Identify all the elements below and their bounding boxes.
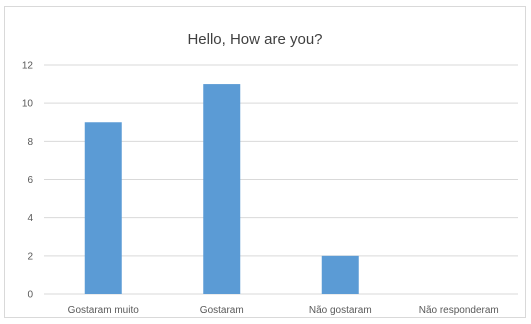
bar-2	[203, 84, 241, 294]
y-tick-label: 8	[27, 137, 33, 148]
x-axis-ticks: Gostaram muito Gostaram Não gostaram Não re…	[68, 305, 499, 316]
gridlines	[44, 64, 518, 295]
y-tick-label: 6	[27, 175, 33, 186]
y-tick-label: 0	[27, 290, 33, 301]
y-tick-label: 10	[22, 99, 34, 110]
x-tick-label: Não responderam	[419, 305, 499, 316]
x-tick-label: Não gostaram	[309, 305, 372, 316]
chart-title: Hello, How are you?	[187, 31, 322, 48]
y-tick-label: 4	[27, 213, 33, 224]
y-axis-ticks: 0 2 4 6 8 10 12	[22, 61, 34, 301]
x-tick-label: Gostaram muito	[68, 305, 140, 316]
bar-3	[321, 255, 359, 294]
bar-1	[84, 122, 122, 294]
bars	[84, 84, 359, 294]
y-tick-label: 12	[22, 61, 34, 72]
x-tick-label: Gostaram	[200, 305, 244, 316]
y-tick-label: 2	[27, 251, 33, 262]
